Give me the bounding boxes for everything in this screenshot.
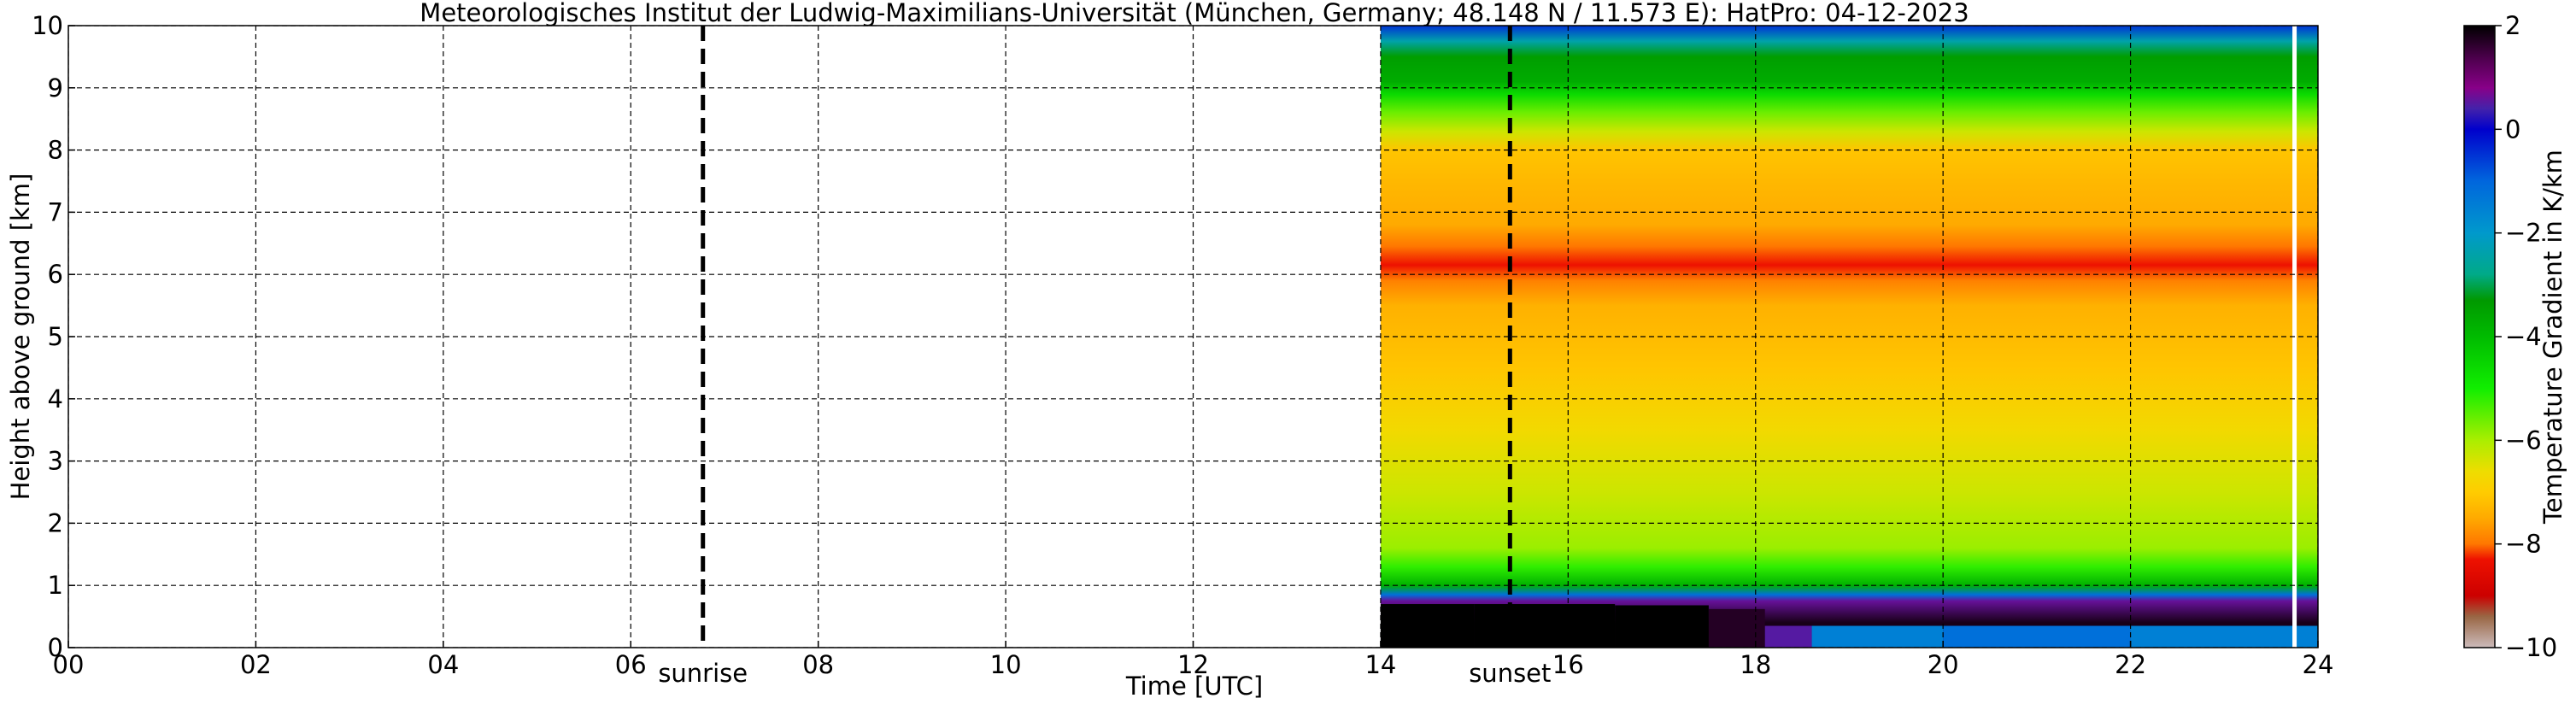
y-tick-label: 8	[48, 136, 63, 165]
y-tick-label: 6	[48, 260, 63, 289]
x-tick-label: 04	[427, 650, 459, 679]
colorbar-ticks: 2 0 −2 −4 −6 −8 −10	[2495, 11, 2557, 662]
x-tick-label: 22	[2115, 650, 2146, 679]
colorbar-tick-label: −8	[2505, 530, 2542, 559]
marker-sunrise-label: sunrise	[658, 659, 748, 688]
y-axis: 0 1 2 3 4 5 6 7 8 9 10	[32, 11, 75, 662]
colorbar-tick-label: −6	[2505, 425, 2542, 455]
y-axis-label: Height above ground [km]	[6, 173, 35, 501]
x-axis-label: Time [UTC]	[1125, 672, 1263, 701]
y-tick-label: 10	[32, 11, 63, 40]
chart-title: Meteorologisches Institut der Ludwig-Max…	[420, 0, 1969, 27]
colorbar-label: Temperature Gradient in K/km	[2538, 150, 2567, 525]
y-tick-label: 2	[48, 508, 63, 537]
colorbar-tick-label: −10	[2505, 633, 2557, 662]
sun-markers	[701, 26, 1512, 648]
surface-layer-cell	[1943, 625, 2131, 648]
surface-layer-cell	[2130, 625, 2318, 648]
surface-layer-cell	[1615, 605, 1709, 648]
colorbar-tick-label: 0	[2505, 114, 2520, 144]
y-tick-label: 0	[48, 633, 63, 662]
colorbar-fill	[2464, 26, 2495, 648]
surface-layer-cell	[1380, 604, 1475, 648]
x-tick-label: 18	[1740, 650, 1771, 679]
colorbar-tick-label: −4	[2505, 322, 2542, 351]
colorbar: 2 0 −2 −4 −6 −8 −10 Temperature Gradient in K/…	[2463, 11, 2567, 662]
colorbar-tick-label: −2	[2505, 219, 2542, 248]
x-tick-label: 12	[1177, 650, 1209, 679]
x-tick-label: 20	[1928, 650, 1959, 679]
x-tick-label: 02	[240, 650, 272, 679]
x-tick-label: 24	[2303, 650, 2334, 679]
plot-area	[68, 26, 2318, 648]
y-tick-label: 3	[48, 447, 63, 476]
sun-marker-labels: sunrise sunset	[658, 659, 1551, 688]
surface-layer-cell	[1708, 608, 1765, 648]
y-tick-label: 7	[48, 197, 63, 226]
x-tick-label: 14	[1364, 650, 1396, 679]
x-tick-label: 06	[615, 650, 647, 679]
y-tick-label: 1	[48, 571, 63, 600]
x-axis: 00 02 04 06 08 10 12 14 16 18 20 22 24	[53, 641, 2334, 679]
x-tick-label: 00	[53, 650, 85, 679]
y-tick-label: 5	[48, 322, 63, 351]
grid	[68, 26, 2318, 648]
y-tick-label: 4	[48, 384, 63, 414]
surface-layer-cell	[1764, 625, 1812, 648]
x-tick-label: 08	[802, 650, 834, 679]
x-tick-label: 16	[1552, 650, 1584, 679]
x-tick-label: 10	[990, 650, 1022, 679]
surface-layer-cell	[1474, 604, 1616, 648]
marker-sunset-label: sunset	[1469, 659, 1551, 688]
colorbar-tick-label: 2	[2505, 11, 2520, 40]
y-tick-label: 9	[48, 73, 63, 103]
surface-layer-cell	[1811, 625, 1944, 648]
